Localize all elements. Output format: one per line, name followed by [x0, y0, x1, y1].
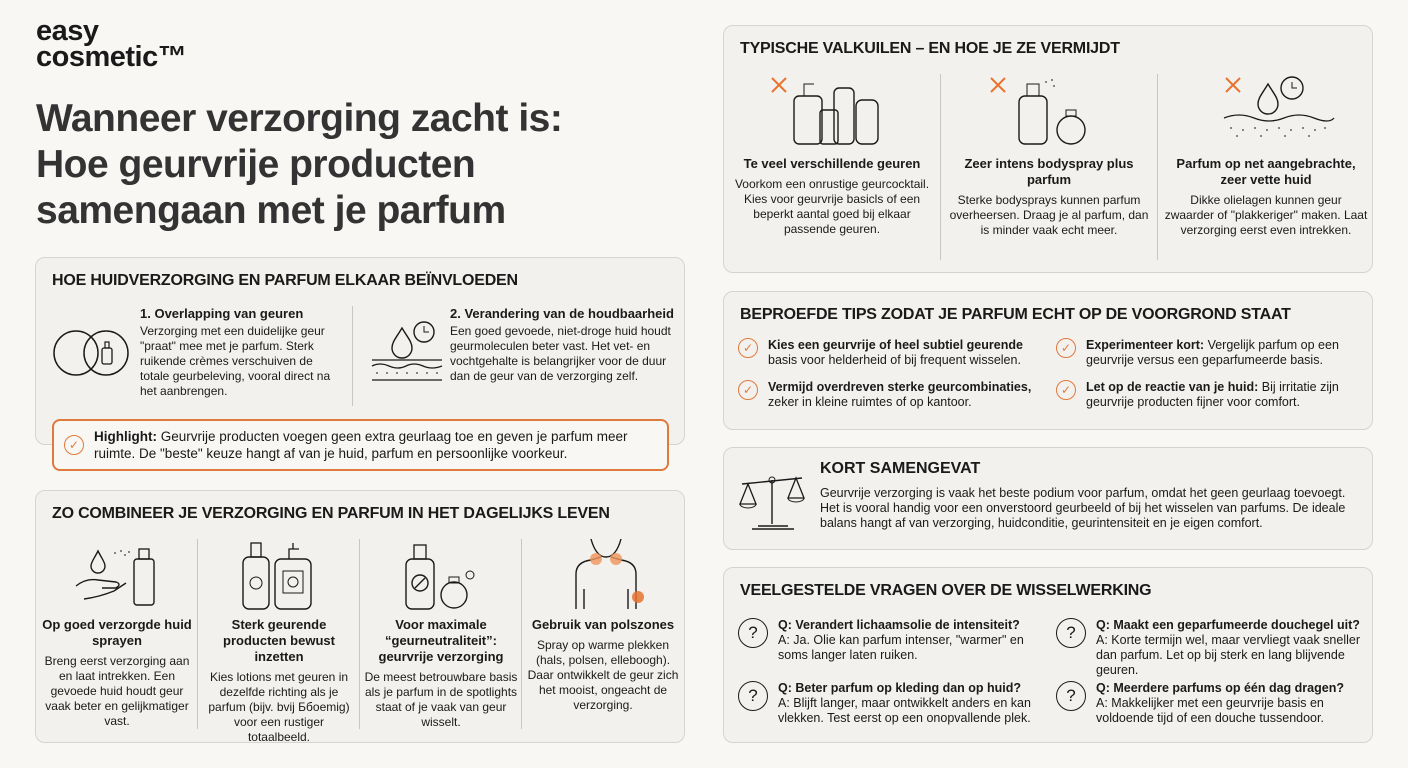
check-icon: ✓ [738, 380, 758, 400]
summary-heading: KORT SAMENGEVAT [820, 460, 981, 477]
pulse-points-body-icon [575, 538, 644, 609]
influence-card: HOE HUIDVERZORGING EN PARFUM ELKAAR BEÏN… [35, 257, 685, 445]
balance-scale-icon [739, 476, 805, 530]
many-bottles-icon [771, 77, 879, 145]
section-heading: TYPISCHE VALKUILEN – EN HOE JE ZE VERMIJ… [740, 40, 1120, 57]
section-heading: BEPROEFDE TIPS ZODAT JE PARFUM ECHT OP D… [740, 306, 1291, 323]
check-icon: ✓ [64, 435, 84, 455]
overlapping-circles-icon [53, 330, 129, 376]
floral-bottles-icon [242, 542, 312, 610]
faq-card: VEELGESTELDE VRAGEN OVER DE WISSELWERKIN… [723, 567, 1373, 743]
check-icon: ✓ [1056, 380, 1076, 400]
question-bubble-icon: ? [738, 618, 768, 648]
oily-skin-icon [1223, 76, 1335, 137]
question-bubble-icon: ? [1056, 618, 1086, 648]
tips-card: BEPROEFDE TIPS ZODAT JE PARFUM ECHT OP D… [723, 291, 1373, 430]
bodyspray-perfume-icon [990, 77, 1086, 145]
check-icon: ✓ [1056, 338, 1076, 358]
summary-card: KORT SAMENGEVAT Geurvrije verzorging is … [723, 447, 1373, 550]
question-bubble-icon: ? [738, 681, 768, 711]
skin-drop-clock-icon [371, 321, 443, 381]
hand-spray-icon [75, 548, 155, 606]
faq-item: ? Q: Maakt een geparfumeerde douchegel ui… [1056, 618, 1361, 678]
fragrance-free-bottle-icon [405, 544, 475, 610]
section-heading: ZO COMBINEER JE VERZORGING EN PARFUM IN … [52, 505, 610, 522]
pitfalls-card: TYPISCHE VALKUILEN – EN HOE JE ZE VERMIJ… [723, 25, 1373, 273]
check-icon: ✓ [738, 338, 758, 358]
combine-card: ZO COMBINEER JE VERZORGING EN PARFUM IN … [35, 490, 685, 744]
faq-item: ? Q: Meerdere parfums op één dag dragen? A… [1056, 681, 1361, 726]
highlight-box: ✓ Highlight: Geurvrije producten voegen … [52, 419, 669, 471]
logo: easy cosmetic™ [36, 15, 187, 73]
question-bubble-icon: ? [1056, 681, 1086, 711]
section-heading: HOE HUIDVERZORGING EN PARFUM ELKAAR BEÏN… [52, 272, 518, 289]
page-title: Wanneer verzorging zacht is: Hoe geurvrij… [36, 97, 563, 232]
section-heading: VEELGESTELDE VRAGEN OVER DE WISSELWERKIN… [740, 582, 1152, 599]
faq-item: ? Q: Verandert lichaamsolie de intensitei… [738, 618, 1038, 663]
faq-item: ? Q: Beter parfum op kleding dan op huid?… [738, 681, 1038, 726]
